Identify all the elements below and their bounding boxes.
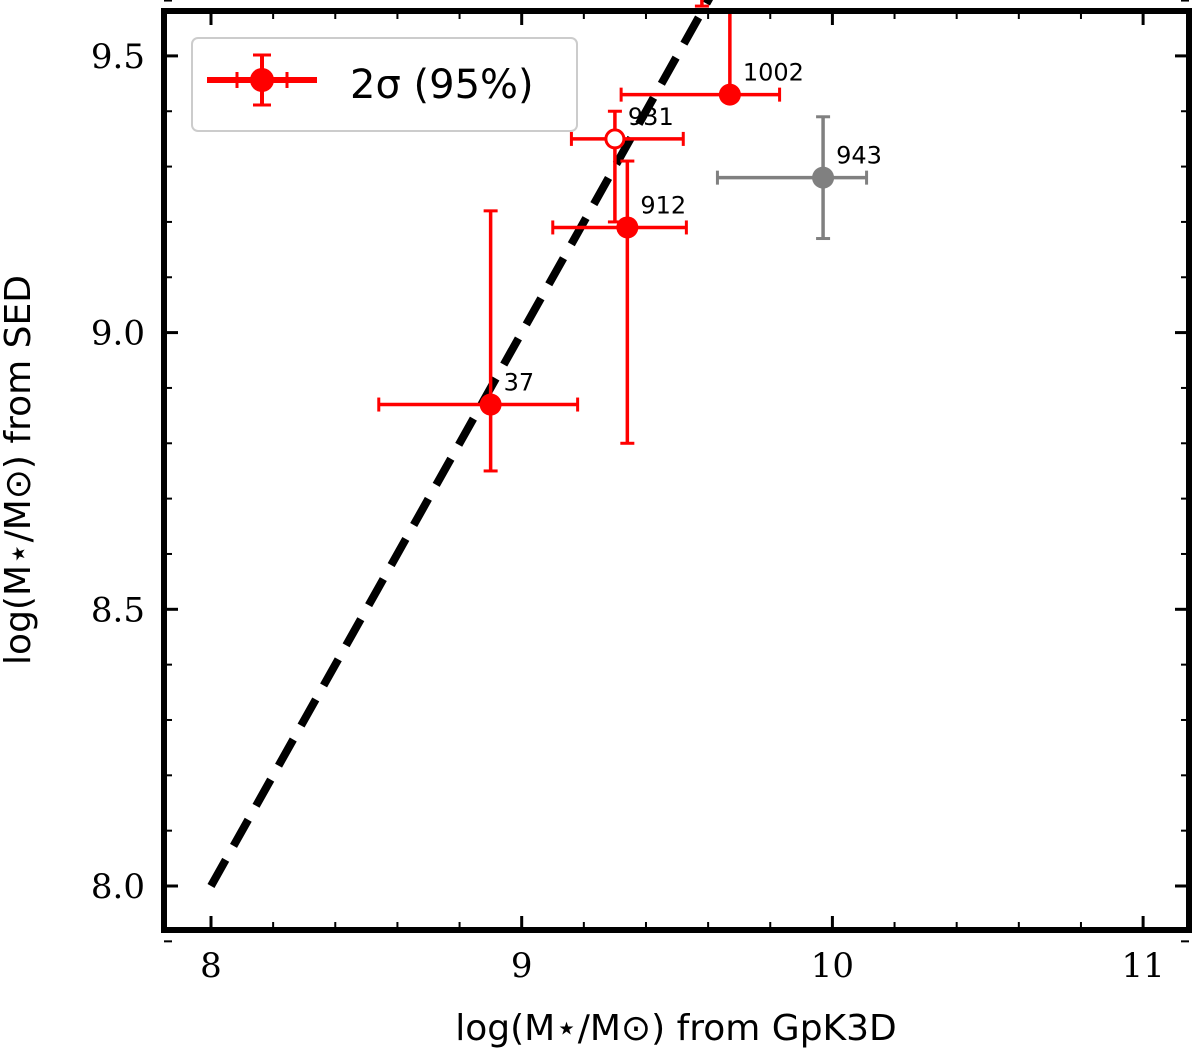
legend: 2σ (95%)	[191, 37, 578, 132]
points-layer: 153919982100293194391237	[377, 0, 882, 473]
data-point-931: 931	[569, 103, 685, 224]
legend-marker	[207, 53, 317, 107]
point-marker	[616, 216, 639, 239]
legend-box	[191, 37, 578, 132]
point-label: 931	[628, 103, 674, 131]
x-tick-label: 11	[1121, 946, 1164, 986]
data-point-982: 982	[694, 0, 709, 8]
legend-point-marker	[250, 68, 274, 92]
y-tick-label: 8.5	[91, 590, 145, 630]
x-tick-label: 9	[511, 946, 533, 986]
point-label: 912	[640, 191, 686, 219]
point-marker	[812, 166, 835, 189]
point-label: 37	[504, 369, 535, 397]
data-point-37: 37	[377, 209, 580, 473]
x-tick-label: 10	[811, 946, 854, 986]
x-tick-label: 8	[200, 946, 222, 986]
point-marker	[718, 83, 741, 106]
y-tick-label: 9.5	[91, 37, 145, 77]
data-point-943: 943	[715, 115, 882, 241]
plot-frame	[161, 8, 1192, 933]
data-point-912: 912	[551, 159, 688, 445]
point-marker-open	[604, 128, 626, 150]
point-label: 943	[836, 142, 882, 170]
legend-label: 2σ (95%)	[350, 62, 534, 108]
point-marker	[479, 393, 502, 416]
y-axis-label: log(M⋆/M⊙) from SED	[0, 275, 39, 665]
y-tick-label: 8.0	[91, 867, 145, 907]
point-label: 1002	[743, 59, 804, 87]
y-tick-label: 9.0	[91, 314, 145, 354]
x-axis-label: log(M⋆/M⊙) from GpK3D	[455, 1008, 897, 1049]
